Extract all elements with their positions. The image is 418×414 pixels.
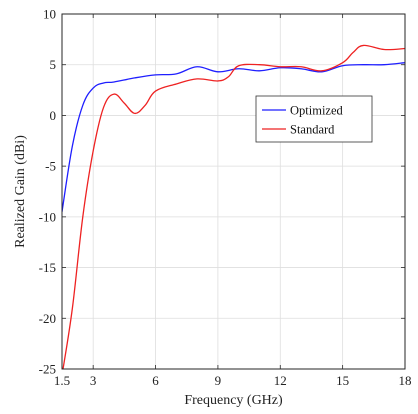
x-axis-title: Frequency (GHz) xyxy=(184,393,283,408)
x-tick-label: 9 xyxy=(215,373,222,388)
legend-label-optimized: Optimized xyxy=(290,104,344,118)
x-tick-label: 15 xyxy=(336,373,349,388)
y-tick-label: -5 xyxy=(45,159,56,174)
y-tick-label: -25 xyxy=(39,362,56,377)
x-tick-label: 18 xyxy=(399,373,412,388)
x-tick-label: 3 xyxy=(90,373,97,388)
x-tick-label: 6 xyxy=(152,373,159,388)
y-tick-label: -20 xyxy=(39,311,56,326)
series-line-standard xyxy=(62,44,405,369)
y-tick-label: 10 xyxy=(43,7,56,22)
series-line-optimized xyxy=(62,62,405,213)
legend: Optimized Standard xyxy=(255,95,373,143)
y-tick-label: -10 xyxy=(39,209,56,224)
x-tick-label: 12 xyxy=(274,373,287,388)
y-tick-label: 5 xyxy=(50,57,57,72)
y-tick-label: -15 xyxy=(39,260,56,275)
legend-label-standard: Standard xyxy=(290,123,335,137)
plot-area xyxy=(62,14,405,369)
y-axis-title: Realized Gain (dBi) xyxy=(13,135,28,248)
x-tick-label: 1.5 xyxy=(54,373,70,388)
y-tick-label: 0 xyxy=(50,108,57,123)
series-layer xyxy=(62,44,405,369)
legend-box xyxy=(255,95,373,143)
plot-frame xyxy=(61,13,406,370)
ticks: 1.5 3 6 9 12 15 18 -25 -20 -15 -10 -5 0 5 10 xyxy=(39,7,412,389)
